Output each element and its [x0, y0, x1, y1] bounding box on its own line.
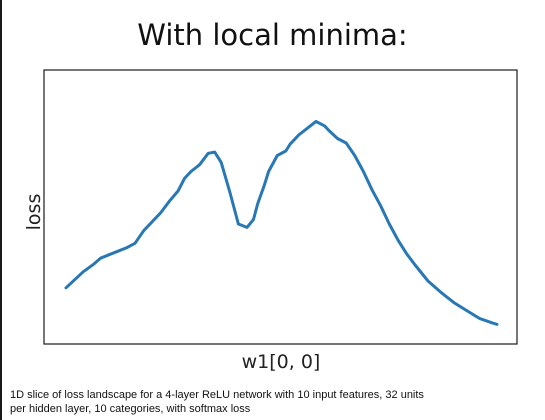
plot-frame — [43, 69, 518, 345]
x-axis-label: w1[0, 0] — [242, 351, 321, 373]
caption-line-2: per hidden layer, 10 categories, with so… — [10, 403, 251, 415]
slide-left-border — [0, 0, 2, 420]
loss-curve — [64, 119, 499, 326]
caption-line-1: 1D slice of loss landscape for a 4-layer… — [10, 389, 424, 401]
figure-caption: 1D slice of loss landscape for a 4-layer… — [10, 388, 530, 416]
slide-title: With local minima: — [137, 18, 408, 52]
y-axis-label: loss — [23, 194, 45, 231]
